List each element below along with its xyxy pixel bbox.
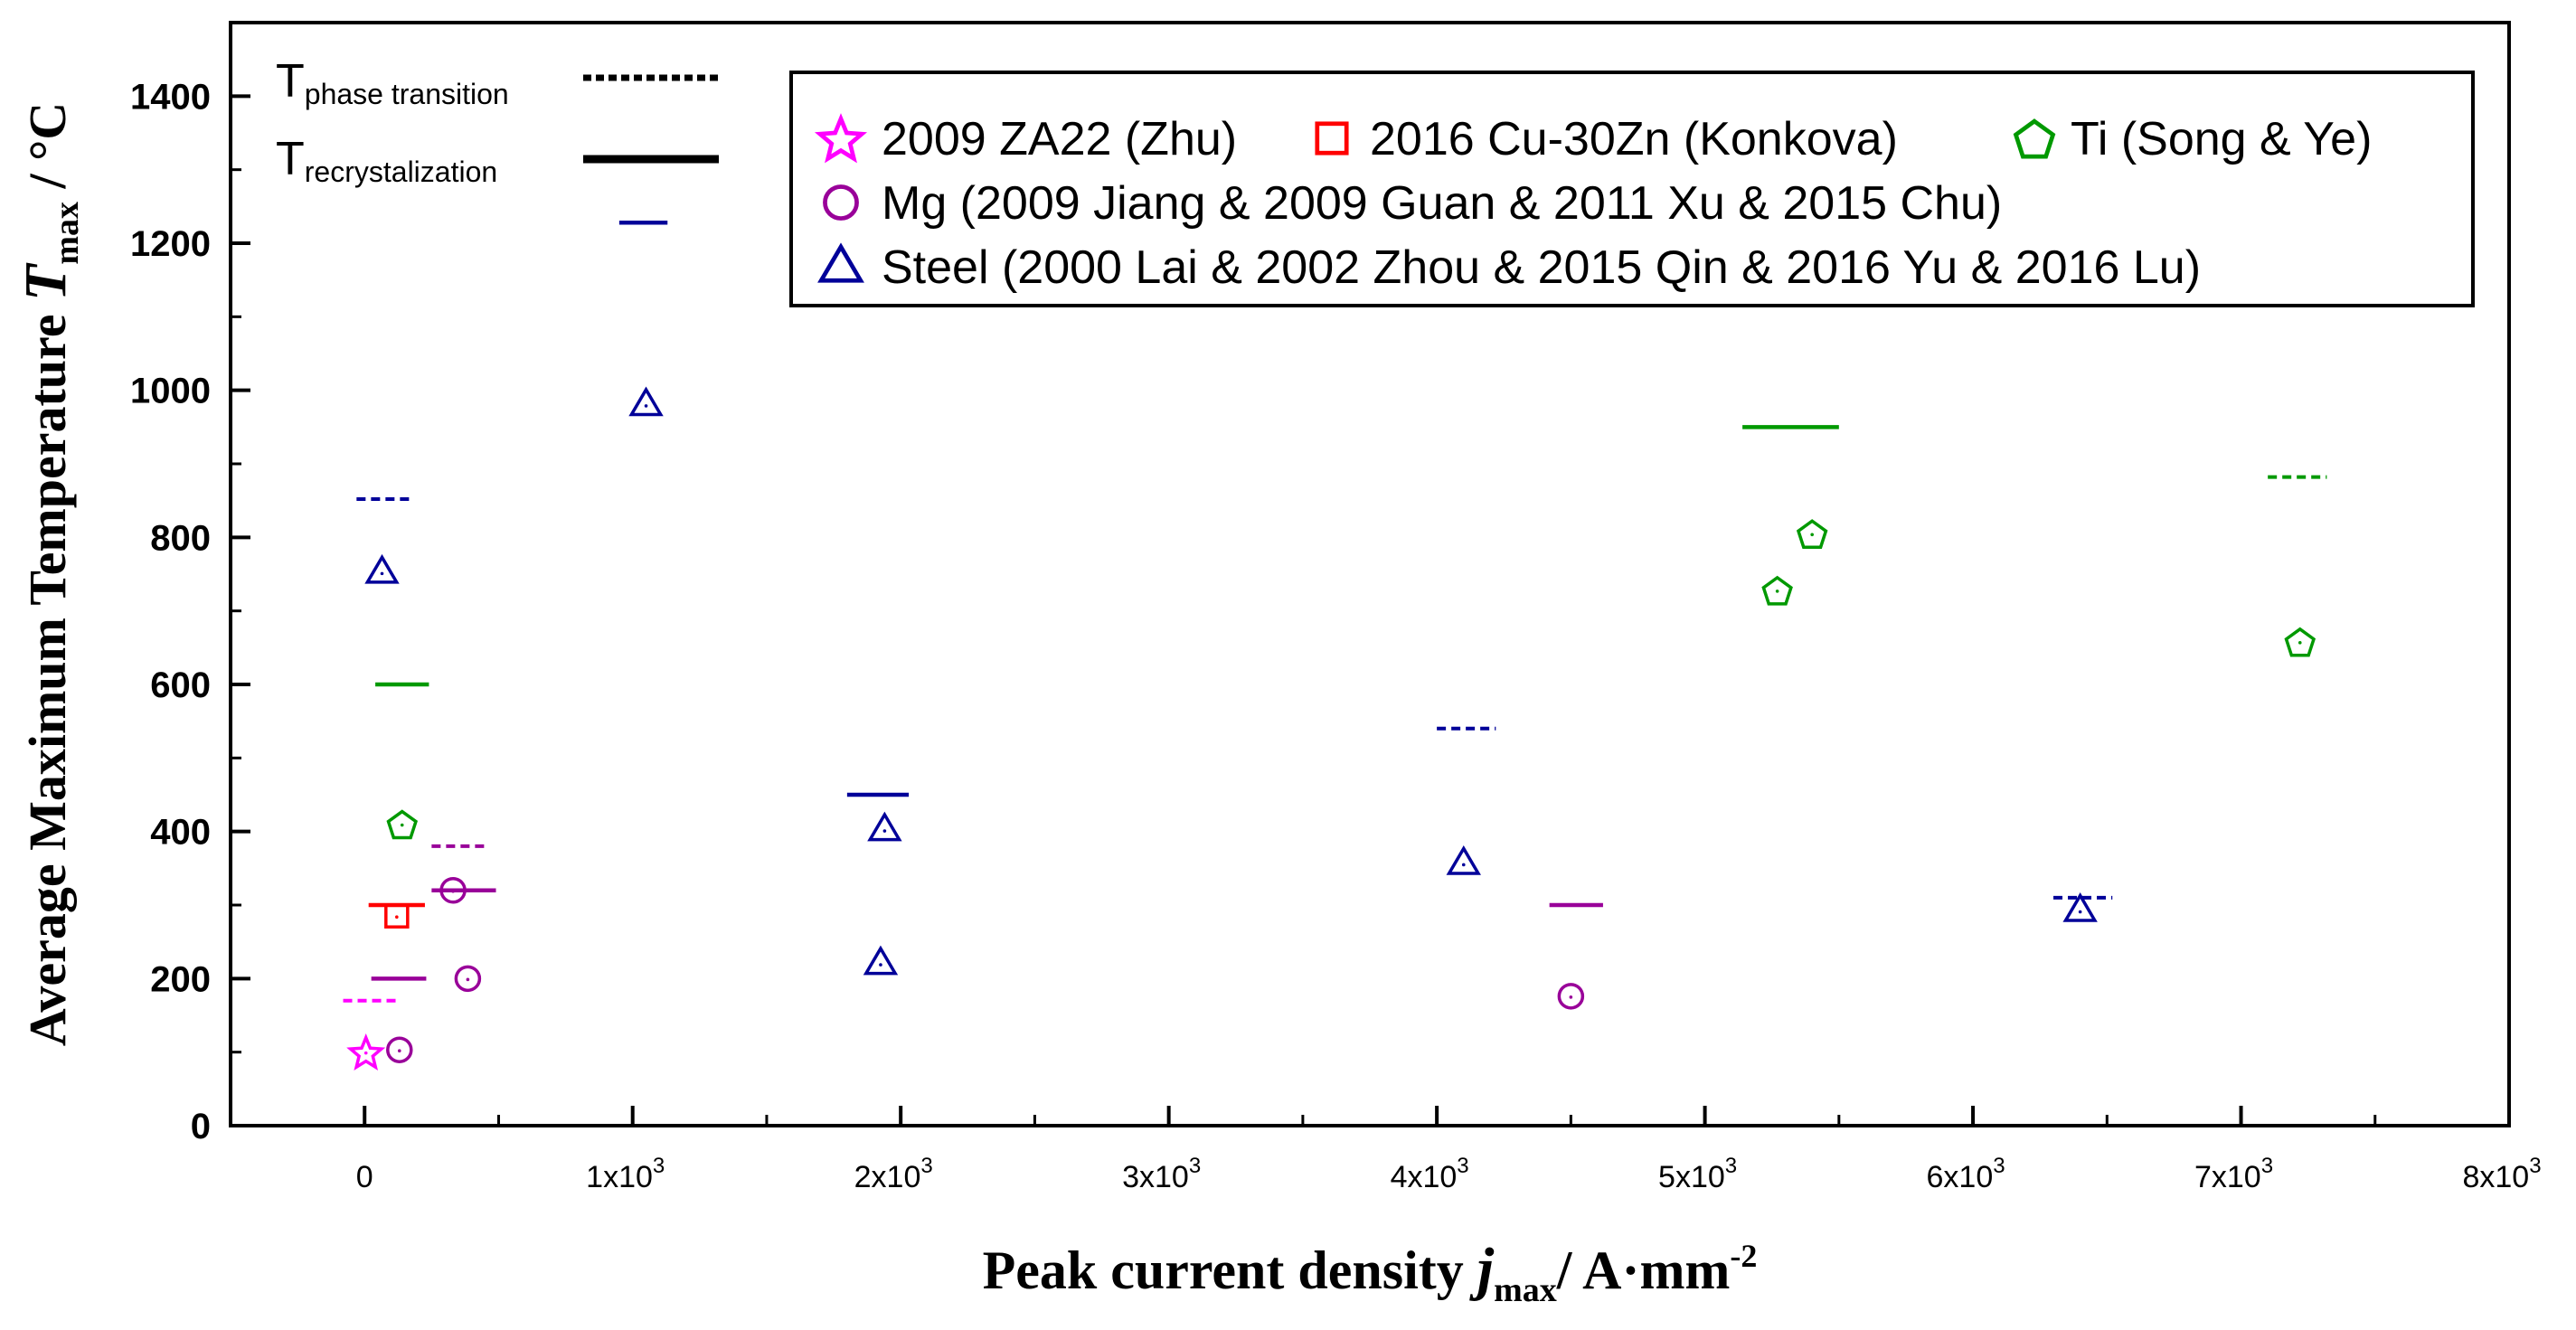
y-tick-label: 600 <box>150 665 211 705</box>
data-point <box>1761 575 1793 606</box>
legend-label-cu30zn: 2016 Cu-30Zn (Konkova) <box>1370 113 1898 165</box>
legend-label-za22: 2009 ZA22 (Zhu) <box>882 113 1237 165</box>
reference-lines <box>343 220 2327 1003</box>
data-point <box>454 965 482 993</box>
legend-marker <box>2013 118 2056 159</box>
axis-ticks <box>231 94 2511 1127</box>
data-point <box>439 876 467 904</box>
data-point <box>628 386 664 417</box>
y-tick-label: 0 <box>191 1107 211 1146</box>
y-tick-labels: 0 200 400 600 800 1000 1200 1400 <box>130 77 211 1146</box>
data-point-center <box>451 889 455 893</box>
data-point <box>1446 844 1481 875</box>
x-tick-label: 3x103 <box>1122 1154 1201 1194</box>
data-point-center <box>879 963 882 967</box>
legend-marker <box>823 184 859 221</box>
data-point-center <box>363 1051 368 1055</box>
data-point-center <box>380 571 384 576</box>
marker-legend: 2009 ZA22 (Zhu) 2016 Cu-30Zn (Konkova) T… <box>814 113 2372 294</box>
data-point <box>1557 983 1585 1010</box>
y-tick-label: 800 <box>150 518 211 558</box>
data-point-center <box>644 404 648 408</box>
x-tick-label: 5x103 <box>1658 1154 1737 1194</box>
x-tick-label: 0 <box>356 1160 373 1194</box>
data-point <box>867 811 902 842</box>
x-tick-labels: 0 1x103 2x103 3x103 4x103 5x103 6x103 7x103 8x10… <box>356 1154 2542 1194</box>
y-tick-label: 1000 <box>130 372 211 411</box>
data-point-center <box>2298 641 2302 645</box>
data-point <box>2284 627 2317 657</box>
legend-label-steel: Steel (2000 Lai & 2002 Zhou & 2015 Qin &… <box>882 241 2201 294</box>
legend-marker <box>814 113 868 164</box>
data-points <box>346 386 2317 1071</box>
data-point <box>346 1033 386 1071</box>
legend-marker <box>817 242 864 283</box>
y-tick-label: 1400 <box>130 77 211 117</box>
x-tick-label: 4x103 <box>1391 1154 1469 1194</box>
data-point-center <box>1569 995 1573 999</box>
data-point-center <box>397 1049 401 1053</box>
x-tick-label: 6x103 <box>1927 1154 2005 1194</box>
data-point-center <box>2078 910 2082 914</box>
data-point <box>2062 892 2098 922</box>
legend-marker <box>1315 121 1349 156</box>
data-point-center <box>882 829 887 833</box>
legend-label-mg: Mg (2009 Jiang & 2009 Guan & 2011 Xu & 2… <box>882 177 2002 230</box>
x-axis-label: Peak current density jmax/ A·mm-2 <box>983 1236 1758 1309</box>
legend-phase-label: Tphase transition <box>276 55 509 110</box>
data-point <box>386 809 419 840</box>
y-axis-label: Average Maximum Temperature Tmax / °C <box>13 102 86 1046</box>
data-point-center <box>1775 590 1779 593</box>
plot-area-frame <box>229 21 2511 1127</box>
legend-label-ti: Ti (Song & Ye) <box>2071 113 2372 165</box>
x-tick-label: 8x103 <box>2462 1154 2541 1194</box>
y-tick-label: 400 <box>150 813 211 853</box>
marker-legend-box <box>789 71 2475 307</box>
data-point <box>863 945 899 976</box>
data-point <box>384 903 410 929</box>
legend-recryst-label: Trecrystalization <box>276 133 497 188</box>
data-point-center <box>400 823 404 827</box>
x-tick-label: 2x103 <box>854 1154 933 1194</box>
y-tick-label: 1200 <box>130 224 211 264</box>
data-point <box>364 553 400 584</box>
data-point-center <box>466 977 470 982</box>
line-legend: Tphase transition Trecrystalization <box>276 55 719 188</box>
data-point-center <box>395 915 399 919</box>
x-tick-label: 7x103 <box>2194 1154 2273 1194</box>
data-point <box>1796 519 1828 549</box>
y-tick-label: 200 <box>150 959 211 999</box>
data-point-center <box>1461 863 1466 867</box>
data-point <box>386 1036 413 1063</box>
data-point-center <box>1810 533 1814 537</box>
x-tick-label: 1x103 <box>586 1154 665 1194</box>
